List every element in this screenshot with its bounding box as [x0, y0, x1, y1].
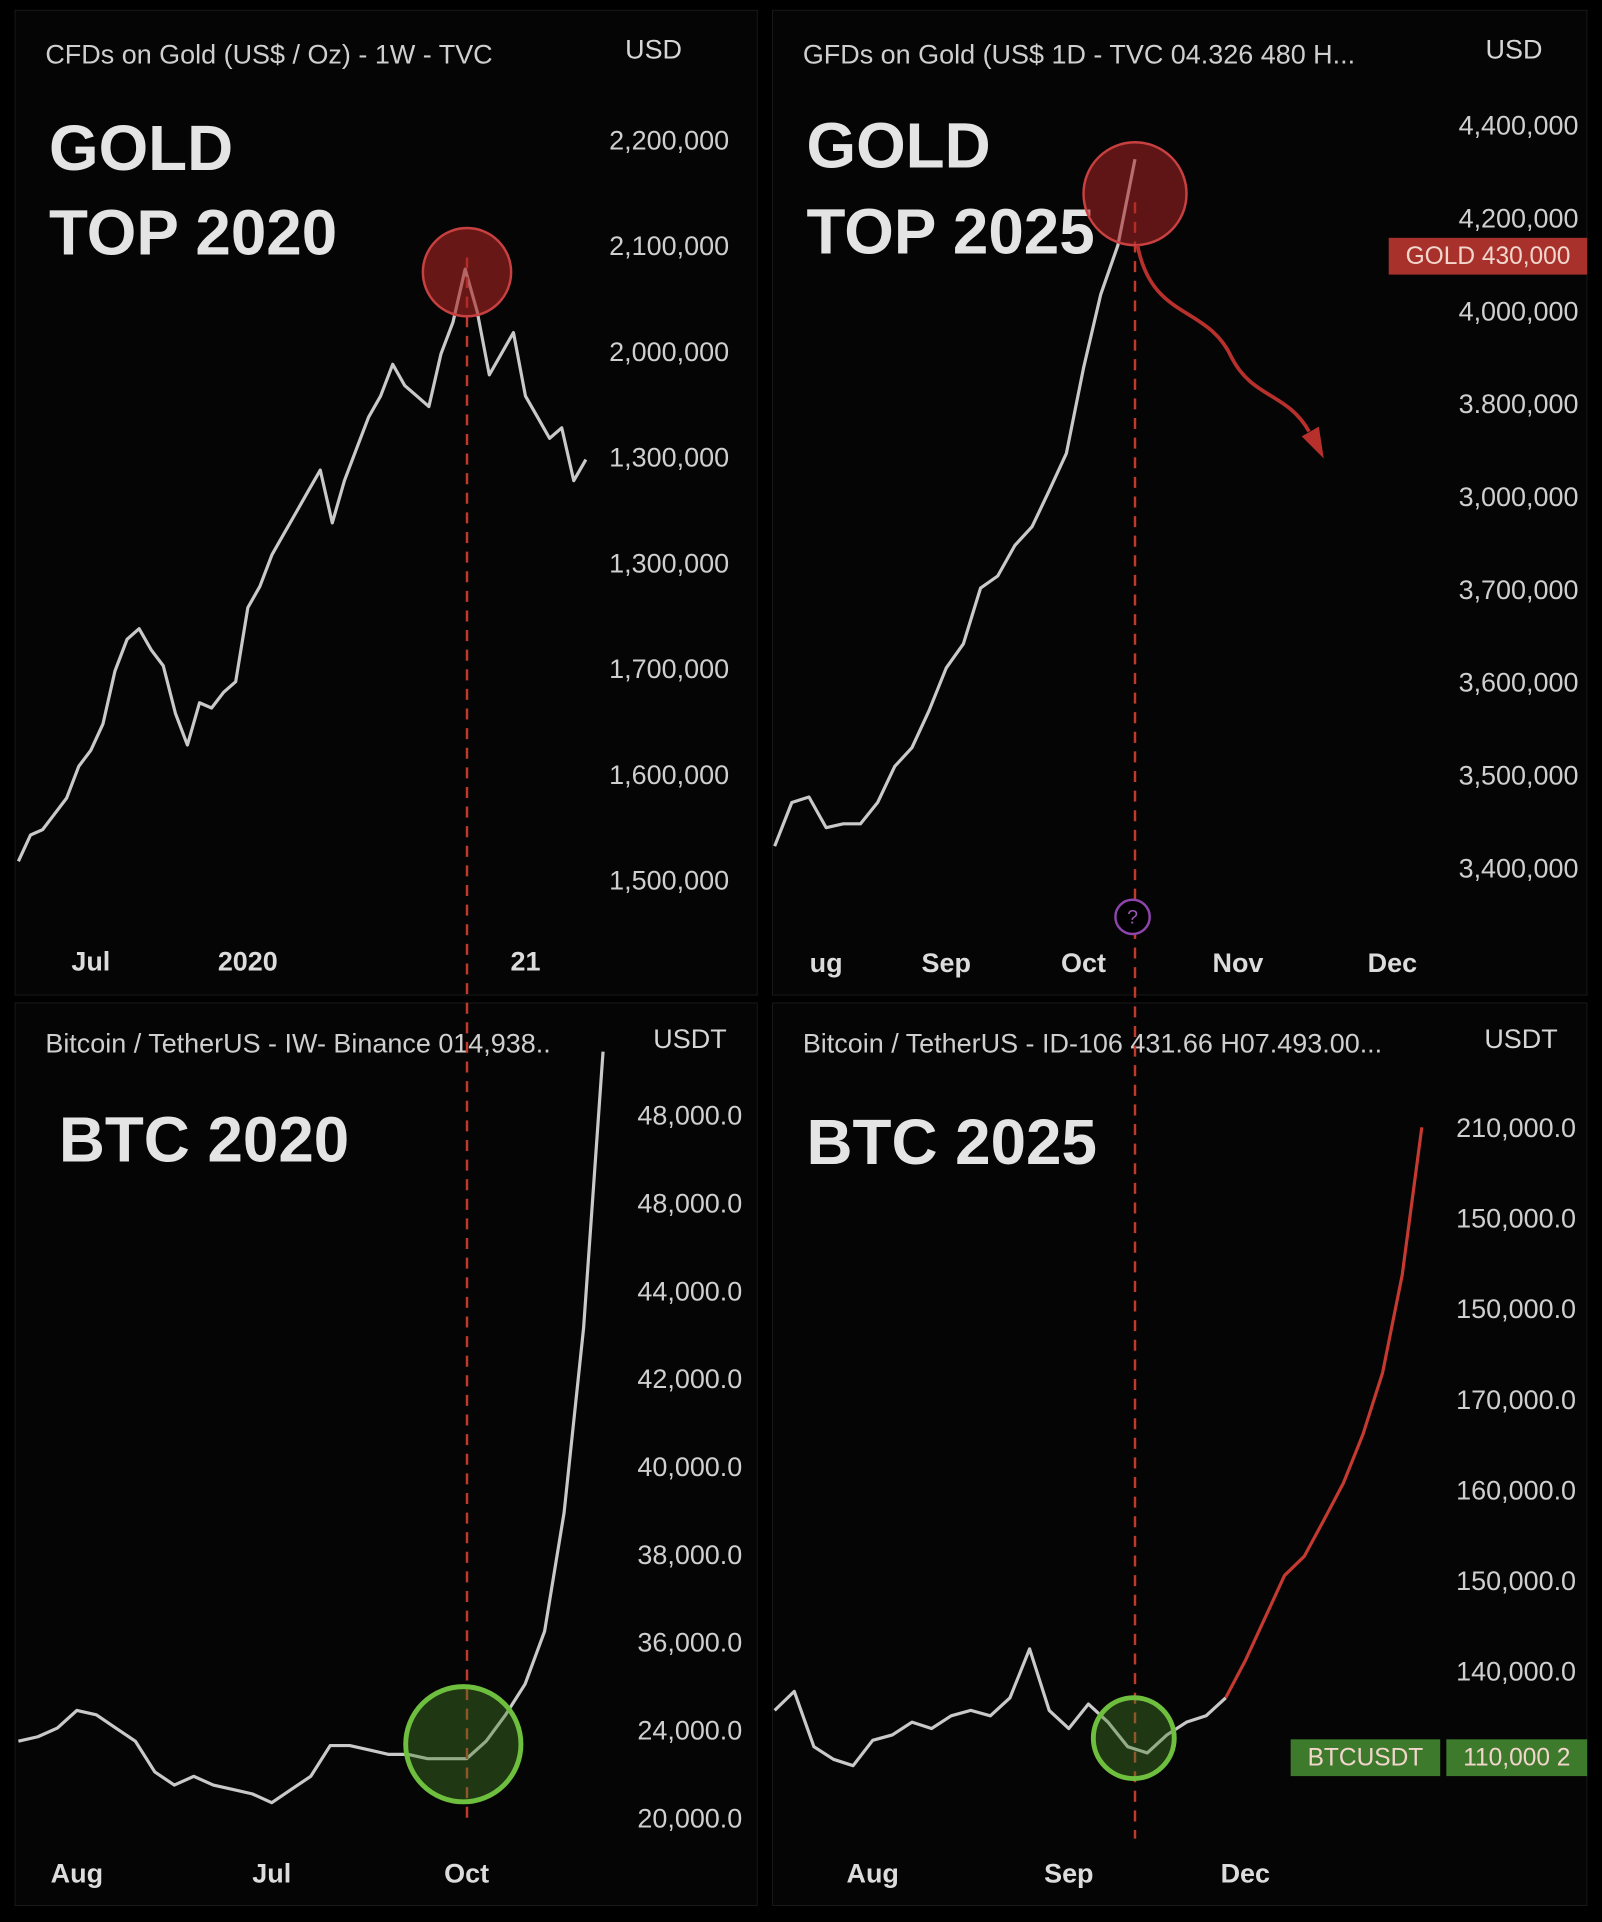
down-arrow [1135, 244, 1311, 433]
x-tick-label: Sep [1044, 1859, 1093, 1889]
panel-title: GOLD [807, 110, 991, 182]
x-tick-label: Nov [1213, 948, 1264, 978]
y-tick-label: 150,000.0 [1456, 1294, 1576, 1324]
panel-title: TOP 2020 [49, 197, 337, 269]
panel: Bitcoin / TetherUS - ID-106 431.66 H07.4… [772, 1002, 1588, 1907]
chart-header: GFDs on Gold (US$ 1D - TVC 04.326 480 H.… [803, 40, 1355, 70]
panel-frame [14, 9, 758, 996]
price-badge [1446, 1739, 1588, 1777]
panel: CFDs on Gold (US$ / Oz) - 1W - TVC USD GOL… [14, 9, 758, 996]
bottom-marker [1090, 1695, 1177, 1781]
x-tick-label: Sep [922, 948, 971, 978]
top-marker [1082, 141, 1188, 247]
y-tick-label: 48,000.0 [637, 1188, 742, 1218]
panel-title: BTC 2025 [807, 1106, 1097, 1178]
x-tick-label: Dec [1368, 948, 1417, 978]
y-tick-label: 1,600,000 [609, 760, 729, 790]
y-tick-label: 3,000,000 [1459, 482, 1579, 512]
y-tick-label: 38,000.0 [637, 1540, 742, 1570]
y-tick-label: 3,600,000 [1459, 668, 1579, 698]
y-tick-label: 170,000.0 [1456, 1385, 1576, 1415]
price-line [1224, 1127, 1424, 1699]
y-tick-label: 48,000.0 [637, 1101, 742, 1131]
y-tick-label: 2,100,000 [609, 231, 729, 261]
panel: Bitcoin / TetherUS - IW- Binance 014,938… [14, 1002, 758, 1907]
price-badge-label: 110,000 2 [1463, 1744, 1570, 1771]
y-tick-label: 3.800,000 [1459, 389, 1579, 419]
annotations: ? [403, 141, 1324, 1839]
panel-title: TOP 2025 [807, 195, 1095, 267]
x-tick-label: Dec [1221, 1859, 1270, 1889]
currency-label: USDT [1484, 1024, 1557, 1054]
y-tick-label: 3,400,000 [1459, 853, 1579, 883]
chart-header: Bitcoin / TetherUS - IW- Binance 014,938… [45, 1029, 550, 1059]
y-tick-label: 150,000.0 [1456, 1566, 1576, 1596]
chart-header: CFDs on Gold (US$ / Oz) - 1W - TVC [45, 40, 492, 70]
price-line [773, 158, 1137, 847]
y-tick-label: 24,000.0 [637, 1716, 742, 1746]
price-line [16, 267, 588, 863]
panel: GFDs on Gold (US$ 1D - TVC 04.326 480 H.… [772, 9, 1588, 996]
y-tick-label: 3,700,000 [1459, 575, 1579, 605]
chart-header: Bitcoin / TetherUS - ID-106 431.66 H07.4… [803, 1029, 1382, 1059]
price-badge-label: BTCUSDT [1308, 1744, 1424, 1771]
arrow-head [1301, 426, 1324, 459]
event-marker [1114, 898, 1151, 936]
y-tick-label: 160,000.0 [1456, 1475, 1576, 1505]
x-tick-label: Oct [444, 1859, 489, 1889]
bottom-marker [403, 1684, 524, 1805]
x-tick-label: ug [810, 948, 843, 978]
y-tick-label: 150,000.0 [1456, 1204, 1576, 1234]
x-tick-label: 21 [511, 947, 541, 977]
currency-label: USD [625, 35, 682, 65]
currency-label: USD [1486, 35, 1543, 65]
panel-title: GOLD [49, 112, 233, 184]
y-tick-label: 1,500,000 [609, 866, 729, 896]
x-tick-label: Jul [71, 947, 110, 977]
y-tick-label: 4,000,000 [1459, 296, 1579, 326]
x-tick-label: Aug [847, 1859, 899, 1889]
y-tick-label: 3,500,000 [1459, 761, 1579, 791]
event-marker-label: ? [1127, 906, 1138, 928]
price-line [18, 1051, 605, 1805]
x-tick-label: Jul [252, 1859, 291, 1889]
y-tick-label: 210,000.0 [1456, 1113, 1576, 1143]
y-tick-label: 2,000,000 [609, 337, 729, 367]
price-badge-label: GOLD 430,000 [1406, 243, 1571, 270]
y-tick-label: 40,000.0 [637, 1452, 742, 1482]
x-tick-label: Oct [1061, 948, 1106, 978]
y-tick-label: 42,000.0 [637, 1364, 742, 1394]
panel-title: BTC 2020 [59, 1104, 349, 1176]
x-tick-label: 2020 [218, 947, 278, 977]
top-marker [421, 226, 513, 318]
currency-label: USDT [653, 1024, 726, 1054]
y-tick-label: 20,000.0 [637, 1803, 742, 1833]
panel-frame [14, 1002, 758, 1907]
y-tick-label: 2,200,000 [609, 125, 729, 155]
y-tick-label: 36,000.0 [637, 1628, 742, 1658]
x-tick-label: Aug [51, 1859, 103, 1889]
y-tick-label: 4,400,000 [1459, 111, 1579, 141]
price-line [773, 1647, 1227, 1768]
y-tick-label: 4,200,000 [1459, 203, 1579, 233]
y-tick-label: 140,000.0 [1456, 1656, 1576, 1686]
price-badge [1290, 1739, 1441, 1777]
y-tick-label: 1,700,000 [609, 654, 729, 684]
y-tick-label: 44,000.0 [637, 1276, 742, 1306]
y-tick-label: 1,300,000 [609, 548, 729, 578]
y-tick-label: 1,300,000 [609, 443, 729, 473]
price-badge [1388, 237, 1588, 275]
